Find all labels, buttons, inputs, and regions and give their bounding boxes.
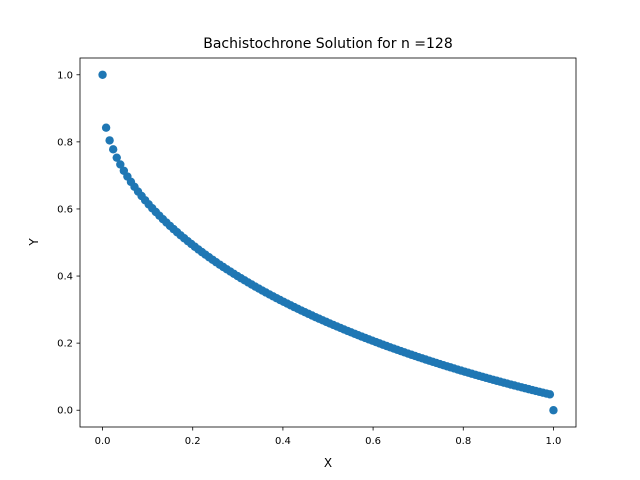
x-axis-label: X <box>324 456 332 470</box>
y-tick-label: 0.6 <box>57 204 73 215</box>
x-tick-label: 0.2 <box>185 436 201 447</box>
x-tick-label: 1.0 <box>546 436 562 447</box>
x-tick-label: 0.8 <box>455 436 471 447</box>
y-tick-label: 0.8 <box>57 137 73 148</box>
y-axis: 0.0 0.2 0.4 0.6 0.8 1.0 <box>57 70 80 417</box>
x-tick-label: 0.0 <box>95 436 111 447</box>
y-tick-label: 0.4 <box>57 272 73 283</box>
data-point <box>105 136 114 145</box>
data-point <box>108 145 118 154</box>
points-layer <box>98 70 558 415</box>
y-tick-label: 0.0 <box>57 406 73 417</box>
y-axis-label: Y <box>27 238 41 247</box>
x-tick-label: 0.6 <box>365 436 381 447</box>
data-point <box>545 390 555 399</box>
data-point <box>116 160 125 169</box>
data-point <box>101 123 111 132</box>
chart-title: Bachistochrone Solution for n =128 <box>203 36 452 52</box>
data-point <box>98 70 107 79</box>
y-tick-label: 0.2 <box>57 339 73 350</box>
data-point <box>549 406 558 415</box>
y-tick-label: 1.0 <box>57 70 73 81</box>
x-tick-label: 0.4 <box>275 436 291 447</box>
plot-frame <box>79 57 577 428</box>
data-point <box>112 153 121 162</box>
x-axis: 0.0 0.2 0.4 0.6 0.8 1.0 <box>95 427 562 447</box>
